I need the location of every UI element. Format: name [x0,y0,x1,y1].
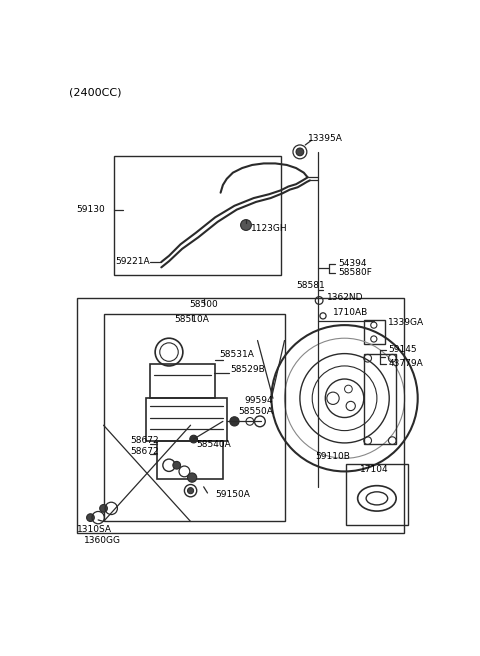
Text: 59145: 59145 [388,345,417,354]
Text: 1310SA: 1310SA [77,525,111,534]
Text: 1123GH: 1123GH [252,224,288,234]
Circle shape [188,487,193,494]
Text: 99594: 99594 [244,396,273,405]
Circle shape [100,504,108,512]
Text: (2400CC): (2400CC) [69,88,121,98]
Text: 58529B: 58529B [230,365,265,375]
Circle shape [296,148,304,155]
Text: 59110B: 59110B [315,451,350,461]
Text: 43779A: 43779A [388,359,423,368]
Text: 59150A: 59150A [215,490,250,499]
Text: 58581: 58581 [296,281,325,289]
Text: 58540A: 58540A [196,440,231,449]
Text: 1710AB: 1710AB [333,308,368,318]
Circle shape [190,435,197,443]
Text: 59130: 59130 [77,205,105,214]
Text: 1360GG: 1360GG [84,536,121,545]
Text: 59221A: 59221A [115,257,150,266]
Text: 58510A: 58510A [175,316,210,324]
Text: 58550A: 58550A [238,407,273,416]
Circle shape [230,417,239,426]
Circle shape [173,461,180,469]
Circle shape [188,473,197,482]
Circle shape [86,514,94,522]
Text: 17104: 17104 [360,465,389,474]
Text: 58672: 58672 [131,447,159,456]
Text: 1339GA: 1339GA [388,318,425,327]
Text: 54394: 54394 [338,259,367,268]
Text: 58531A: 58531A [219,350,254,359]
Text: 58580F: 58580F [338,268,372,277]
Text: 13395A: 13395A [308,134,342,143]
Text: 58500: 58500 [189,300,218,309]
Text: 58672: 58672 [131,436,159,445]
Text: 1362ND: 1362ND [327,293,363,302]
Circle shape [240,220,252,230]
